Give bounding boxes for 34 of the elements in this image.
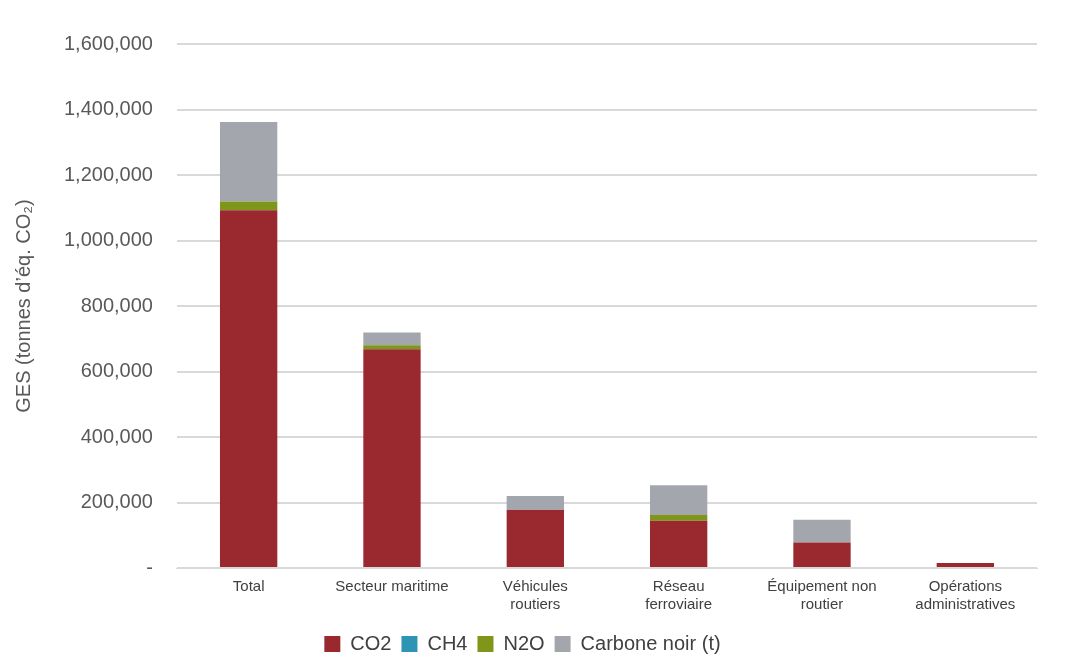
y-tick-label: 1,200,000 xyxy=(63,162,153,185)
bar xyxy=(649,520,708,567)
y-tick-label: 1,600,000 xyxy=(63,31,153,54)
x-tick-label: Réseau ferroviaire xyxy=(645,577,712,613)
x-tick-label: Secteur maritime xyxy=(335,577,449,595)
y-tick-label: 600,000 xyxy=(80,359,153,382)
bar xyxy=(936,563,994,567)
bar xyxy=(363,349,421,567)
y-tick-label: 200,000 xyxy=(80,490,153,513)
bar xyxy=(219,121,278,202)
x-tick-label: Total xyxy=(232,577,265,595)
y-tick-label: - xyxy=(146,555,153,578)
x-tick-label: Équipement non routier xyxy=(767,577,877,613)
bar xyxy=(649,485,708,515)
legend-label: Carbone noir (t) xyxy=(580,631,721,654)
bar xyxy=(793,542,851,567)
x-tick-label: Véhicules routiers xyxy=(502,577,568,613)
y-axis-title: GES (tonnes d’éq. CO₂) xyxy=(11,199,34,413)
bar xyxy=(363,345,421,350)
y-tick-label: 1,400,000 xyxy=(63,97,153,120)
legend-label: CO2 xyxy=(350,631,392,654)
bar xyxy=(793,519,851,543)
bar xyxy=(506,495,564,511)
bar xyxy=(219,210,278,567)
bar xyxy=(363,332,421,346)
legend-label: CH4 xyxy=(427,631,468,654)
bar xyxy=(506,510,564,567)
bar xyxy=(219,201,278,211)
x-tick-label: Opérations administratives xyxy=(915,577,1016,613)
y-tick-label: 800,000 xyxy=(80,293,153,316)
legend-label: N2O xyxy=(503,631,545,654)
y-tick-label: 1,000,000 xyxy=(63,228,153,251)
bar xyxy=(649,514,708,521)
y-tick-label: 400,000 xyxy=(80,424,153,447)
